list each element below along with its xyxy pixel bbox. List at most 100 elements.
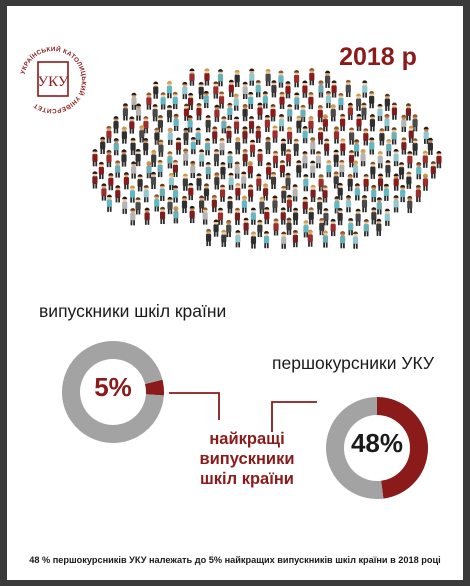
crowd-person — [338, 92, 344, 111]
crowd-person — [296, 160, 302, 178]
crowd-person — [369, 91, 375, 109]
crowd-person — [154, 127, 160, 145]
crowd-person — [146, 92, 152, 110]
crowd-person — [422, 150, 428, 168]
crowd-person — [183, 103, 190, 121]
crowd-person — [384, 93, 390, 111]
crowd-person — [333, 149, 339, 167]
crowd-person — [324, 70, 331, 88]
crowd-person — [273, 218, 279, 236]
crowd-person — [249, 68, 255, 86]
crowd-person — [340, 231, 346, 249]
crowd-person — [371, 207, 377, 225]
crowd-person — [393, 148, 399, 167]
crowd-person — [195, 127, 201, 145]
crowd-person — [333, 126, 340, 144]
crowd-person — [122, 103, 129, 121]
crowd-person — [203, 183, 210, 201]
crowd-person — [130, 208, 136, 226]
crowd-person — [172, 91, 178, 110]
crowd-person — [255, 80, 261, 98]
crowd-person — [248, 91, 254, 110]
crowd-person — [143, 137, 149, 156]
crowd-person — [226, 219, 232, 238]
crowd-person — [242, 81, 248, 99]
crowd-person — [242, 104, 248, 122]
crowd-person — [167, 196, 173, 215]
crowd-person — [221, 229, 227, 247]
crowd-person — [310, 184, 316, 202]
crowd-person — [302, 126, 308, 144]
crowd-person — [302, 151, 308, 169]
crowd-person — [202, 207, 208, 225]
crowd-person — [348, 150, 355, 168]
crowd-person — [183, 127, 189, 146]
crowd-person — [204, 68, 210, 86]
crowd-person — [323, 208, 329, 226]
crowd-person — [370, 161, 376, 179]
crowd-person — [362, 80, 368, 98]
crowd-person — [233, 93, 239, 111]
crowd-person — [415, 184, 421, 203]
crowd-person — [173, 206, 179, 224]
crowd-person — [108, 173, 114, 191]
crowd-person — [262, 91, 268, 109]
footnote: 48 % першокурсників УКУ належать до 5% н… — [29, 555, 440, 565]
crowd-person — [407, 151, 413, 169]
crowd-person — [318, 80, 324, 98]
crowd-person — [131, 161, 137, 179]
crowd-person — [352, 160, 359, 178]
crowd-person — [167, 151, 173, 169]
crowd-person — [407, 195, 413, 214]
crowd-person — [214, 172, 220, 190]
logo-monogram: УКУ — [38, 74, 69, 90]
crowd-person — [211, 194, 217, 213]
crowd-person — [363, 174, 369, 192]
chart-1-title: випускники шкіл країни — [39, 301, 226, 321]
crowd-person — [330, 104, 336, 122]
crowd-person — [235, 230, 241, 248]
crowd-person — [234, 69, 240, 88]
crowd-person — [196, 103, 202, 121]
crowd-person — [337, 182, 343, 201]
crowd-person — [349, 127, 355, 145]
crowd-person — [416, 162, 422, 180]
crowd-person — [248, 184, 254, 202]
crowd-person — [172, 159, 179, 178]
crowd-person — [287, 104, 293, 122]
crowd-person — [379, 128, 385, 146]
crowd-person — [400, 184, 406, 203]
crowd-person — [228, 172, 234, 190]
crowd-person — [280, 138, 287, 156]
crowd-person — [272, 150, 279, 168]
crowd-person — [262, 183, 269, 201]
crowd-person — [234, 207, 241, 225]
crowd-person — [369, 137, 375, 155]
crowd-person — [393, 195, 399, 213]
crowd-person — [100, 136, 106, 155]
crowd-person — [190, 160, 196, 179]
crowd-person — [270, 104, 276, 122]
crowd-map-illustration — [92, 68, 442, 249]
crowd-person — [213, 81, 219, 99]
crowd-person — [330, 218, 336, 237]
crowd-person — [226, 125, 232, 143]
crowd-person — [160, 92, 166, 110]
crowd-person — [173, 113, 179, 132]
crowd-person — [317, 197, 323, 215]
crowd-person — [326, 160, 332, 178]
crowd-person — [227, 151, 233, 169]
crowd-person — [129, 185, 136, 203]
crowd-person — [166, 105, 173, 123]
crowd-person — [158, 139, 164, 157]
crowd-person — [322, 114, 328, 132]
crowd-person — [412, 114, 418, 132]
crowd-person — [247, 161, 253, 179]
crowd-person — [302, 196, 308, 214]
crowd-person — [293, 138, 299, 156]
crowd-person — [317, 127, 324, 145]
crowd-person — [363, 219, 369, 237]
first-year-slice-2 — [326, 397, 384, 499]
crowd-person — [412, 138, 418, 156]
crowd-person — [213, 219, 219, 237]
